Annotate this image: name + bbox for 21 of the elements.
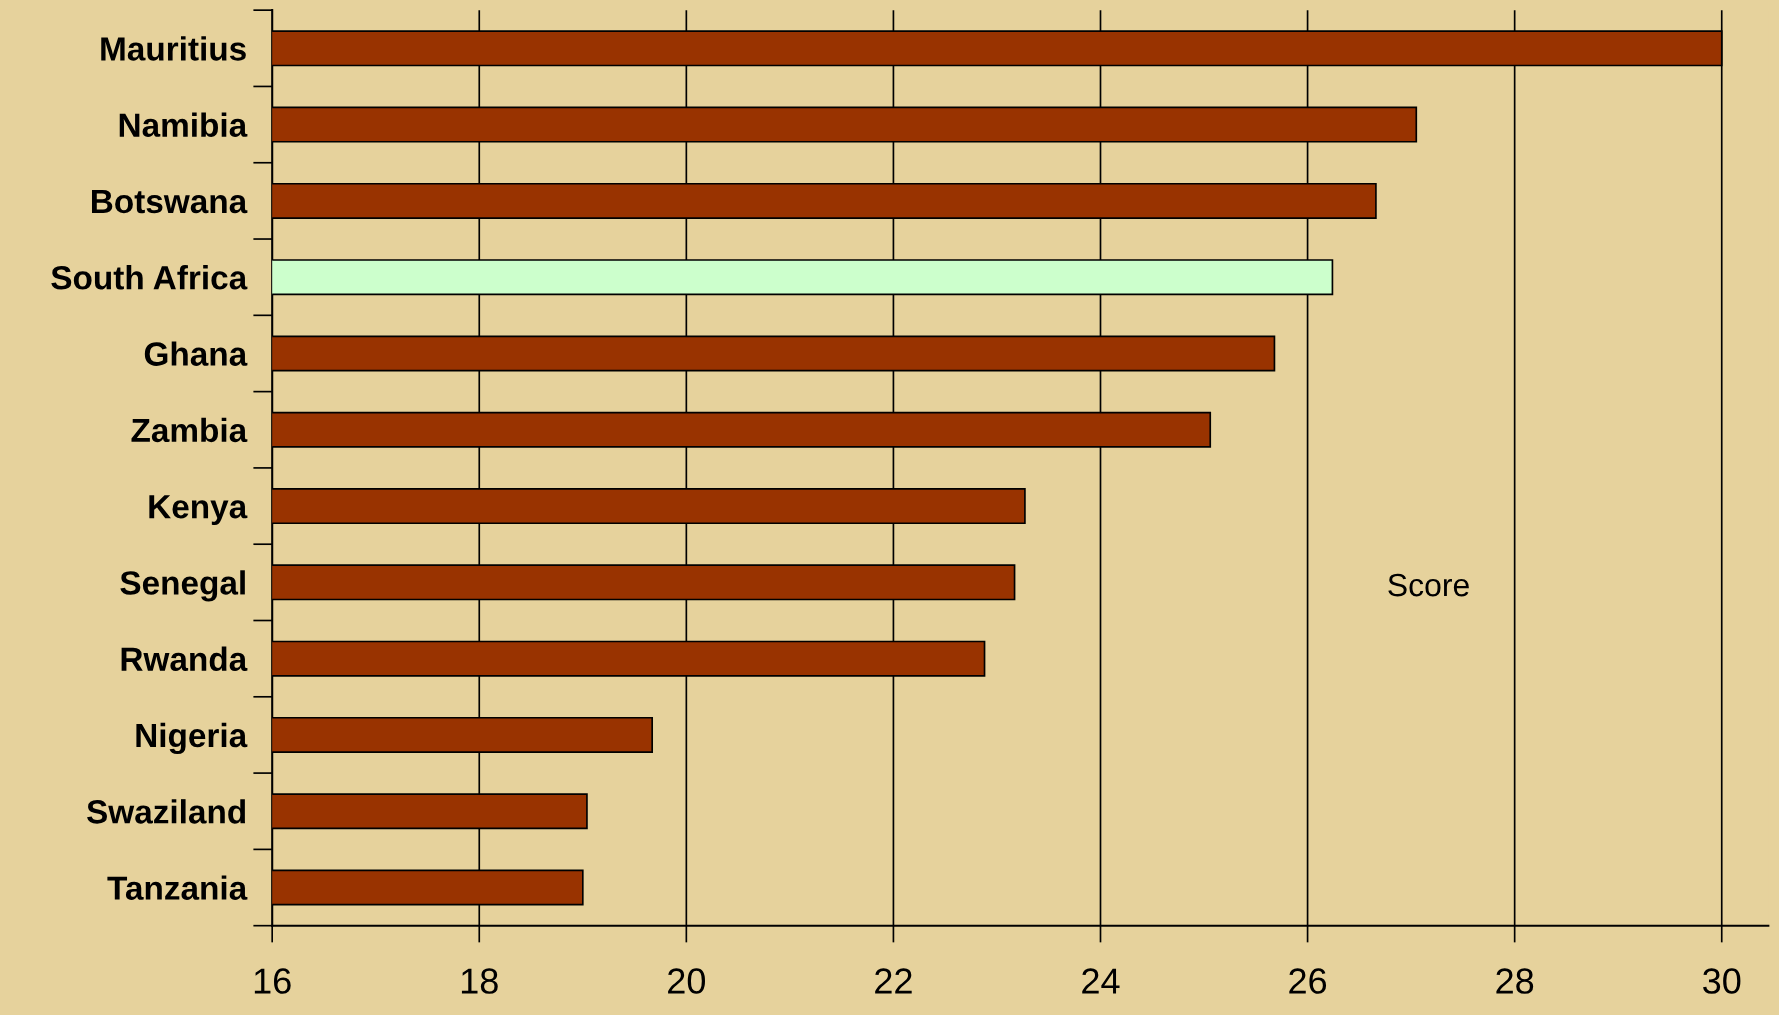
- x-tick-label: 30: [1703, 968, 1741, 994]
- y-tick-label: Mauritius: [101, 36, 246, 61]
- y-tick-label: Ghana: [144, 341, 248, 366]
- y-tick-label: Botswana: [91, 190, 248, 214]
- y-tick-label: South Africa: [51, 265, 248, 290]
- y-tick-label: Senegal: [120, 570, 245, 602]
- x-tick-label: 28: [1496, 968, 1534, 994]
- y-tick-label: Swaziland: [87, 799, 245, 824]
- y-tick-label: Kenya: [149, 495, 248, 526]
- x-tick-label: 26: [1289, 968, 1327, 994]
- x-tick-label: 24: [1082, 968, 1120, 994]
- x-tick-label: 22: [875, 968, 912, 994]
- y-tick-label: Tanzania: [107, 875, 248, 900]
- x-tick-label: 16: [254, 968, 291, 994]
- annotation: Score: [1388, 573, 1469, 597]
- x-tick-label: 18: [461, 968, 498, 994]
- y-tick-label: Zambia: [131, 417, 248, 443]
- y-tick-label: Rwanda: [121, 646, 248, 672]
- y-tick-label: Nigeria: [136, 722, 248, 755]
- x-tick-label: 20: [668, 968, 706, 994]
- y-tick-label: Namibia: [119, 112, 248, 137]
